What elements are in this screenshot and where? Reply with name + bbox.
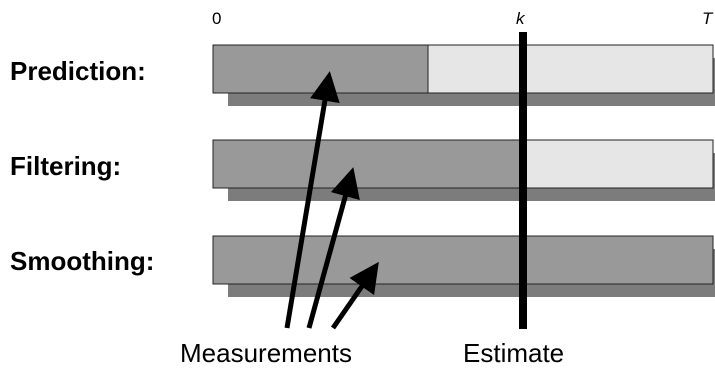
filtering-bar [212, 139, 715, 201]
measurements-arrow-filtering [306, 167, 360, 329]
prediction-bar [212, 44, 715, 106]
estimate-caption: Estimate [463, 338, 564, 368]
prediction-measured-segment [212, 44, 429, 94]
time-axis-start-label: 0 [212, 9, 221, 28]
estimate-line [519, 32, 527, 329]
smoothing-row-label: Smoothing: [10, 246, 154, 276]
prediction-unmeasured-segment [427, 44, 714, 94]
smoothing-bar [212, 235, 715, 297]
measurements-arrow-prediction [284, 71, 340, 329]
filtering-unmeasured-segment [521, 139, 714, 189]
prediction-row-label: Prediction: [10, 56, 146, 86]
smoothing-measured-segment [212, 235, 714, 285]
filtering-measured-segment [212, 139, 523, 189]
time-axis-end-label: T [702, 9, 714, 28]
measurements-arrow-smoothing [330, 261, 379, 330]
filtering-row-label: Filtering: [10, 151, 121, 181]
measurements-caption: Measurements [180, 338, 352, 368]
time-axis-k-label: k [516, 9, 526, 28]
